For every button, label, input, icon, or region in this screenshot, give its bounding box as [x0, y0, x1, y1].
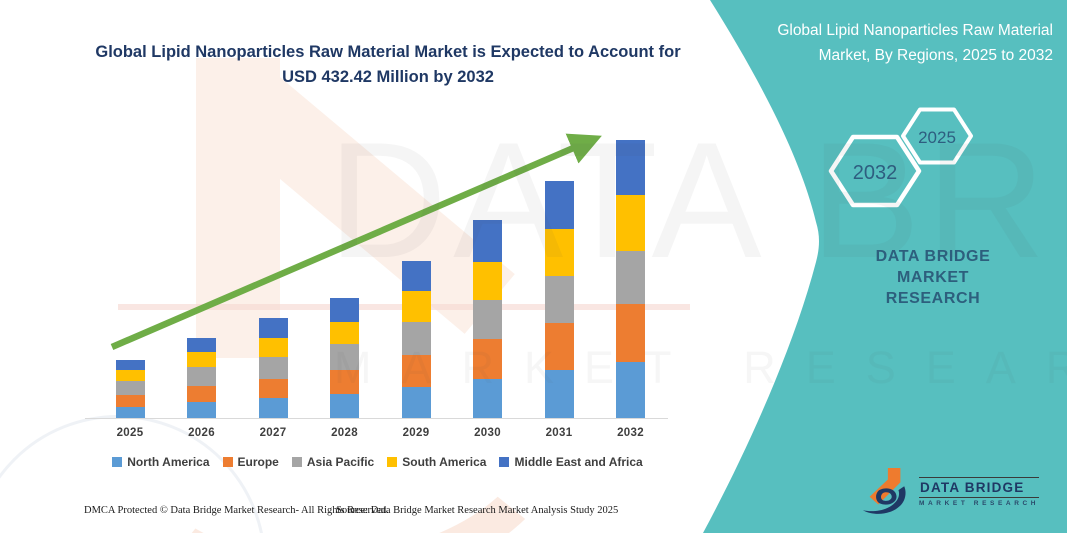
panel-title: Global Lipid Nanoparticles Raw Material … [777, 22, 1053, 64]
bar-segment-north-america-2031 [544, 369, 574, 418]
bar-segment-south-america-2032 [616, 195, 645, 252]
bar-segment-middle-east-and-africa-2026 [187, 338, 216, 352]
legend-marker [499, 457, 510, 467]
bar-segment-north-america-2030 [473, 379, 502, 418]
bar-segment-middle-east-and-africa-2028 [330, 298, 359, 323]
x-tick-2027: 2027 [259, 427, 287, 439]
bar-segment-europe-2026 [187, 386, 216, 402]
chart-legend: North America Europe Asia Pacific South Ame… [70, 455, 685, 469]
x-tick-2032: 2032 [617, 427, 644, 439]
footer-source: Source: Data Bridge Market Research Mark… [336, 505, 619, 516]
legend-label: Middle East and Africa [514, 455, 643, 469]
bar-segment-asia-pacific-2032 [616, 251, 645, 304]
x-axis-line [85, 418, 668, 419]
bar-segment-south-america-2031 [544, 229, 574, 277]
bar-segment-middle-east-and-africa-2031 [544, 181, 574, 230]
bar-segment-asia-pacific-2029 [401, 322, 431, 355]
hexagon-2032 [828, 134, 922, 208]
bar-segment-asia-pacific-2027 [258, 357, 288, 379]
dbmr-logo: DATA BRIDGE MARKET RESEARCH [860, 466, 1040, 518]
legend-item-europe: Europe [222, 455, 279, 469]
legend-item-middle-east-and-africa: Middle East and Africa [499, 455, 643, 469]
logo-title: DATA BRIDGE [919, 477, 1040, 498]
bar-segment-middle-east-and-africa-2030 [473, 220, 502, 262]
bar-segment-north-america-2029 [401, 387, 431, 418]
bar-segment-north-america-2028 [330, 394, 359, 418]
bar-segment-europe-2030 [473, 339, 502, 379]
legend-label: Europe [237, 455, 279, 469]
bar-segment-south-america-2027 [258, 338, 288, 357]
bar-segment-south-america-2029 [401, 291, 431, 322]
brand-line1: DATA BRIDGE MARKET [875, 248, 991, 286]
legend-marker [387, 457, 398, 467]
bar-segment-middle-east-and-africa-2032 [616, 140, 645, 196]
bar-segment-middle-east-and-africa-2029 [401, 261, 431, 291]
bar-segment-south-america-2025 [115, 370, 145, 381]
hexagon-2032-label: 2032 [853, 162, 898, 184]
hexagon-2025-label: 2025 [918, 128, 956, 147]
teal-panel-shape [703, 0, 1067, 533]
bar-segment-europe-2027 [258, 379, 288, 398]
logo-subtitle: MARKET RESEARCH [919, 500, 1040, 507]
bar-segment-europe-2032 [616, 303, 645, 362]
legend-item-asia-pacific: Asia Pacific [291, 455, 375, 469]
bar-segment-north-america-2025 [115, 407, 145, 418]
bar-segment-asia-pacific-2031 [544, 276, 574, 324]
bar-segment-asia-pacific-2030 [473, 300, 502, 339]
x-tick-2030: 2030 [474, 427, 501, 439]
legend-marker [222, 457, 233, 467]
chart-title: Global Lipid Nanoparticles Raw Material … [95, 43, 681, 86]
x-tick-2029: 2029 [402, 427, 430, 439]
legend-label: Asia Pacific [306, 455, 375, 469]
bar-segment-middle-east-and-africa-2025 [115, 359, 145, 370]
bar-segment-europe-2025 [115, 395, 145, 407]
x-tick-2025: 2025 [116, 427, 144, 439]
x-tick-2026: 2026 [188, 427, 215, 439]
bar-segment-asia-pacific-2025 [115, 381, 145, 395]
bar-segment-south-america-2026 [187, 352, 216, 367]
bar-segment-north-america-2027 [258, 398, 288, 418]
bar-segment-middle-east-and-africa-2027 [258, 318, 288, 338]
bar-segment-south-america-2030 [473, 262, 502, 300]
bar-segment-north-america-2026 [187, 402, 216, 418]
dbmr-logo-icon [862, 467, 906, 514]
legend-marker [112, 457, 123, 467]
legend-item-south-america: South America [387, 455, 486, 469]
bar-segment-europe-2031 [544, 323, 574, 370]
watermark-text: DATA BRIDGE [328, 108, 1067, 292]
legend-marker [291, 457, 302, 467]
bar-segment-europe-2028 [330, 370, 359, 394]
bar-segment-north-america-2032 [616, 362, 645, 418]
legend-label: North America [127, 455, 210, 469]
x-tick-2028: 2028 [331, 427, 358, 439]
x-tick-2031: 2031 [545, 427, 573, 439]
legend-label: South America [402, 455, 487, 469]
legend-item-north-america: North America [112, 455, 210, 469]
hexagon-2025 [901, 107, 973, 165]
footer-copyright: DMCA Protected © Data Bridge Market Rese… [84, 505, 389, 516]
bar-segment-europe-2029 [401, 355, 431, 387]
bar-segment-asia-pacific-2028 [330, 344, 359, 371]
watermark-subtext: MARKET RESEARCH [334, 342, 1067, 393]
bar-segment-asia-pacific-2026 [187, 367, 216, 386]
brand-line2: RESEARCH [885, 290, 981, 307]
brand-name: DATA BRIDGE MARKET RESEARCH [838, 246, 1028, 309]
bar-segment-south-america-2028 [330, 322, 359, 345]
